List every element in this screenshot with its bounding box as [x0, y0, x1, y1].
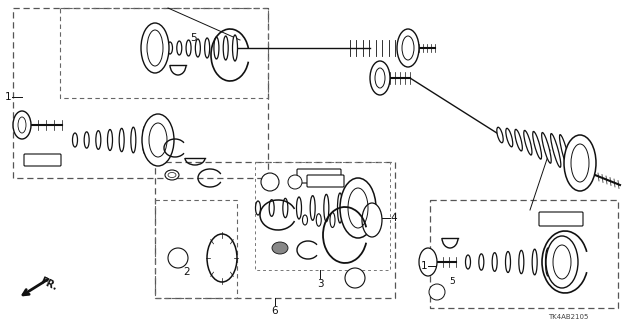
Ellipse shape	[559, 135, 570, 172]
Text: FR.: FR.	[38, 276, 58, 292]
Text: 4: 4	[390, 213, 397, 223]
Ellipse shape	[296, 197, 301, 219]
Text: 2: 2	[183, 267, 189, 277]
Circle shape	[429, 284, 445, 300]
Ellipse shape	[13, 111, 31, 139]
Ellipse shape	[214, 37, 219, 59]
Ellipse shape	[532, 132, 541, 159]
Ellipse shape	[358, 210, 362, 230]
Text: 5: 5	[190, 33, 196, 43]
Ellipse shape	[269, 200, 274, 216]
Ellipse shape	[419, 248, 437, 276]
FancyBboxPatch shape	[297, 169, 341, 183]
Ellipse shape	[143, 126, 147, 154]
Ellipse shape	[316, 214, 321, 226]
Ellipse shape	[72, 133, 77, 147]
Ellipse shape	[330, 212, 335, 228]
Text: 1: 1	[420, 261, 427, 271]
Ellipse shape	[519, 250, 524, 274]
Ellipse shape	[546, 236, 578, 288]
Ellipse shape	[310, 196, 315, 220]
FancyBboxPatch shape	[24, 154, 61, 166]
Ellipse shape	[340, 178, 376, 238]
Ellipse shape	[96, 131, 101, 149]
Ellipse shape	[142, 114, 174, 166]
Circle shape	[261, 173, 279, 191]
FancyBboxPatch shape	[539, 212, 583, 226]
Ellipse shape	[84, 132, 89, 148]
Ellipse shape	[205, 38, 210, 58]
Ellipse shape	[186, 40, 191, 56]
Ellipse shape	[362, 203, 382, 237]
Ellipse shape	[397, 29, 419, 67]
Ellipse shape	[283, 198, 288, 218]
Ellipse shape	[255, 201, 260, 215]
Ellipse shape	[532, 249, 537, 275]
Circle shape	[288, 175, 302, 189]
Ellipse shape	[344, 211, 349, 229]
Ellipse shape	[541, 132, 551, 163]
Ellipse shape	[165, 170, 179, 180]
Ellipse shape	[545, 248, 550, 276]
Ellipse shape	[524, 131, 532, 155]
Ellipse shape	[550, 133, 561, 167]
Text: 1: 1	[5, 92, 12, 102]
Ellipse shape	[370, 61, 390, 95]
Text: 6: 6	[272, 306, 278, 316]
Ellipse shape	[506, 252, 511, 273]
Ellipse shape	[119, 128, 124, 152]
Ellipse shape	[303, 215, 307, 225]
Text: TK4AB2105: TK4AB2105	[548, 314, 588, 320]
Ellipse shape	[465, 255, 470, 269]
Ellipse shape	[207, 234, 237, 282]
Ellipse shape	[177, 41, 182, 55]
Ellipse shape	[232, 35, 237, 61]
Ellipse shape	[131, 127, 136, 153]
Ellipse shape	[223, 36, 228, 60]
Ellipse shape	[337, 193, 342, 223]
Ellipse shape	[168, 42, 173, 54]
Ellipse shape	[272, 242, 288, 254]
FancyBboxPatch shape	[307, 175, 344, 187]
Ellipse shape	[141, 23, 169, 73]
Text: 5: 5	[449, 277, 455, 286]
Ellipse shape	[479, 254, 484, 270]
Ellipse shape	[564, 135, 596, 191]
Ellipse shape	[195, 39, 200, 57]
Text: 3: 3	[317, 279, 323, 289]
Ellipse shape	[515, 129, 522, 151]
Ellipse shape	[492, 253, 497, 271]
Ellipse shape	[497, 127, 503, 143]
Ellipse shape	[108, 130, 113, 150]
Circle shape	[345, 268, 365, 288]
Ellipse shape	[506, 128, 513, 147]
Ellipse shape	[324, 194, 329, 222]
Circle shape	[168, 248, 188, 268]
